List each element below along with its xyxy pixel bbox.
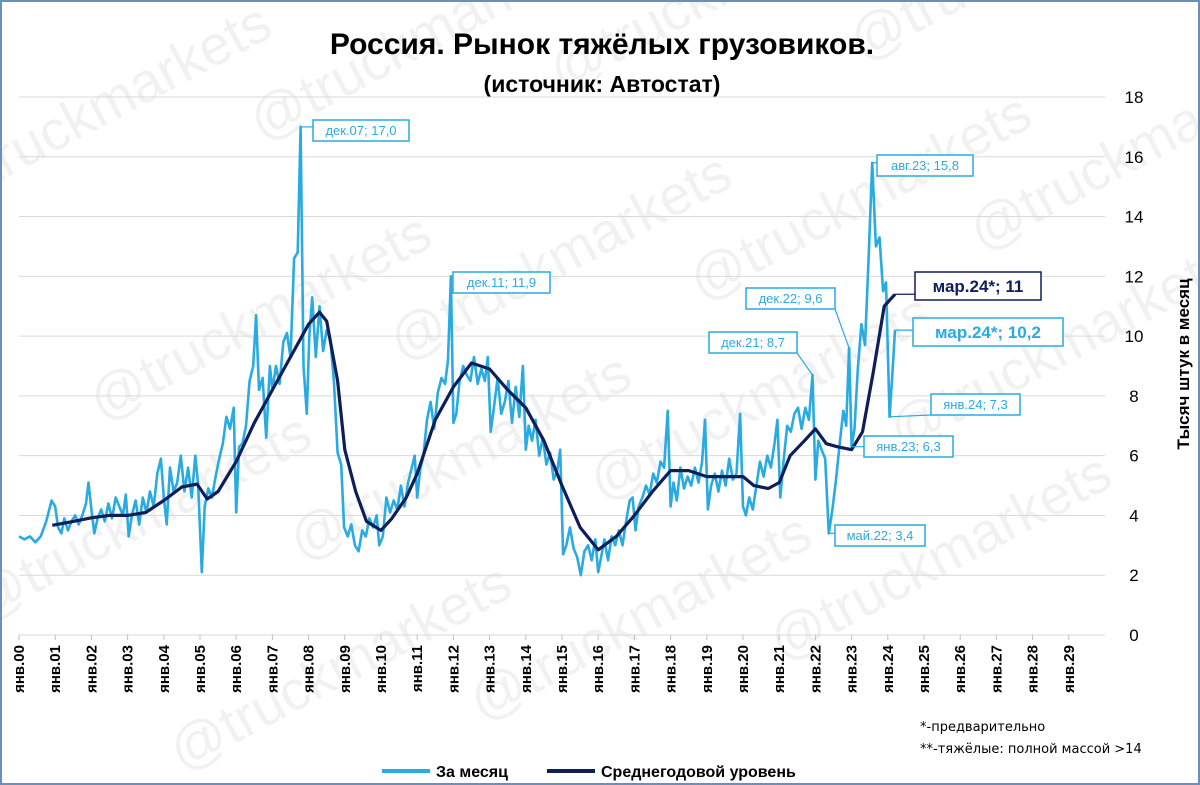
- data-label: дек.21; 8,7: [708, 331, 813, 376]
- y-tick-label: 14: [1125, 208, 1144, 227]
- chart-subtitle: (источник: Автостат): [484, 71, 721, 97]
- data-label: авг.23; 15,8: [872, 154, 974, 177]
- y-tick-label: 0: [1129, 626, 1138, 645]
- data-label-box: [452, 271, 551, 294]
- watermark-text: @truckmarkets: [2, 400, 321, 633]
- x-tick-label: янв.11: [409, 645, 426, 692]
- y-tick-label: 6: [1129, 447, 1138, 466]
- data-label: янв.23; 6,3: [851, 435, 954, 458]
- x-tick-label: янв.29: [1061, 645, 1078, 693]
- data-label-leader: [796, 352, 813, 376]
- x-tick-label: янв.00: [11, 645, 28, 693]
- data-label-text: мар.24*; 10,2: [935, 323, 1041, 342]
- y-tick-label: 2: [1129, 566, 1138, 585]
- data-label: янв.24; 7,3: [889, 393, 1021, 418]
- y-axis-label: Тысяч штук в месяц: [1174, 278, 1193, 450]
- data-label-box: [745, 287, 836, 310]
- x-tick-label: янв.06: [228, 645, 245, 693]
- y-tick-label: 10: [1125, 327, 1144, 346]
- data-label-text: дек.22; 9,6: [759, 291, 823, 306]
- note-heavy-definition: **-тяжёлые: полной массой >14: [920, 742, 1142, 757]
- x-tick-label: янв.23: [844, 645, 861, 693]
- data-label-box: [834, 524, 926, 547]
- x-tick-label: янв.21: [771, 645, 788, 693]
- legend-label-monthly: За месяц: [436, 764, 508, 781]
- data-label-text: дек.11; 11,9: [467, 275, 536, 290]
- x-tick-label: янв.14: [518, 644, 535, 693]
- data-label-box: [912, 317, 1064, 347]
- x-tick-label: янв.27: [988, 645, 1005, 693]
- x-tick-label: янв.24: [880, 644, 897, 693]
- watermark-text: @truckmarkets: [2, 2, 281, 223]
- data-label: май.22; 3,4: [828, 524, 926, 547]
- x-tick-label: янв.28: [1025, 645, 1042, 693]
- data-label-text: авг.23; 15,8: [891, 158, 959, 173]
- data-label-box: [708, 331, 798, 354]
- y-tick-label: 8: [1129, 387, 1138, 406]
- legend-label-average: Среднегодовой уровень: [601, 764, 796, 781]
- watermark-text: @truckmarkets: [838, 2, 1198, 73]
- x-tick-label: янв.10: [373, 645, 390, 693]
- note-preliminary: *-предварительно: [920, 720, 1045, 735]
- series: [18, 125, 897, 577]
- x-tick-label: янв.03: [120, 645, 137, 693]
- x-tick-label: янв.04: [156, 644, 173, 693]
- annotations: дек.07; 17,0 дек.11; 11,9 дек.21; 8,7 дек.2…: [300, 119, 1064, 547]
- x-tick-label: янв.18: [663, 645, 680, 693]
- x-tick-label: янв.25: [916, 645, 933, 693]
- data-label-text: дек.07; 17,0: [325, 123, 396, 138]
- data-label-box: [863, 435, 954, 458]
- data-label: мар.24*; 11: [895, 271, 1042, 301]
- chart-title: Россия. Рынок тяжёлых грузовиков.: [330, 28, 874, 61]
- data-label-box: [312, 119, 410, 142]
- series-line-monthly: [18, 125, 897, 577]
- x-tick-label: янв.26: [952, 645, 969, 693]
- x-tick-label: янв.17: [626, 645, 643, 693]
- data-label: дек.22; 9,6: [745, 287, 850, 349]
- x-tick-label: янв.05: [192, 645, 209, 693]
- x-tick-label: янв.02: [83, 645, 100, 693]
- data-label-text: мар.24*; 11: [933, 277, 1024, 296]
- x-tick-label: янв.12: [445, 645, 462, 693]
- data-label-box: [930, 393, 1021, 416]
- data-label-text: янв.24; 7,3: [943, 397, 1008, 412]
- y-tick-label: 4: [1129, 506, 1138, 525]
- x-tick-label: янв.22: [807, 645, 824, 693]
- x-tick-label: янв.20: [735, 645, 752, 693]
- y-tick-label: 16: [1125, 148, 1144, 167]
- y-tick-label: 12: [1125, 267, 1144, 286]
- x-tick-label: янв.07: [264, 645, 281, 693]
- x-tick-label: янв.01: [47, 645, 64, 693]
- x-tick-label: янв.15: [554, 645, 571, 693]
- x-tick-label: янв.09: [337, 645, 354, 693]
- data-label: дек.07; 17,0: [300, 119, 410, 142]
- series-line-average: [52, 293, 897, 552]
- legend: За месяц Среднегодовой уровень: [382, 764, 796, 781]
- data-label-box: [876, 154, 974, 177]
- x-tick-label: янв.16: [590, 645, 607, 693]
- data-label-text: дек.21; 8,7: [721, 335, 785, 350]
- data-label-text: май.22; 3,4: [847, 528, 914, 543]
- x-axis-ticks: янв.00 янв.01 янв.02 янв.03 янв.04 янв.05 янв.…: [11, 635, 1078, 693]
- data-label: мар.24*; 10,2: [895, 317, 1064, 347]
- x-tick-label: янв.19: [699, 645, 716, 693]
- data-label: дек.11; 11,9: [450, 271, 551, 294]
- y-tick-label: 18: [1125, 88, 1144, 107]
- data-label-leader: [834, 308, 850, 349]
- data-label-text: янв.23; 6,3: [876, 439, 941, 454]
- x-tick-label: янв.08: [301, 645, 318, 693]
- data-label-leader: [889, 414, 932, 418]
- data-label-box: [914, 271, 1042, 301]
- x-tick-label: янв.13: [482, 645, 499, 693]
- y-axis-ticks: 0 2 4 6 8 10 12 14 16 18: [1125, 88, 1144, 645]
